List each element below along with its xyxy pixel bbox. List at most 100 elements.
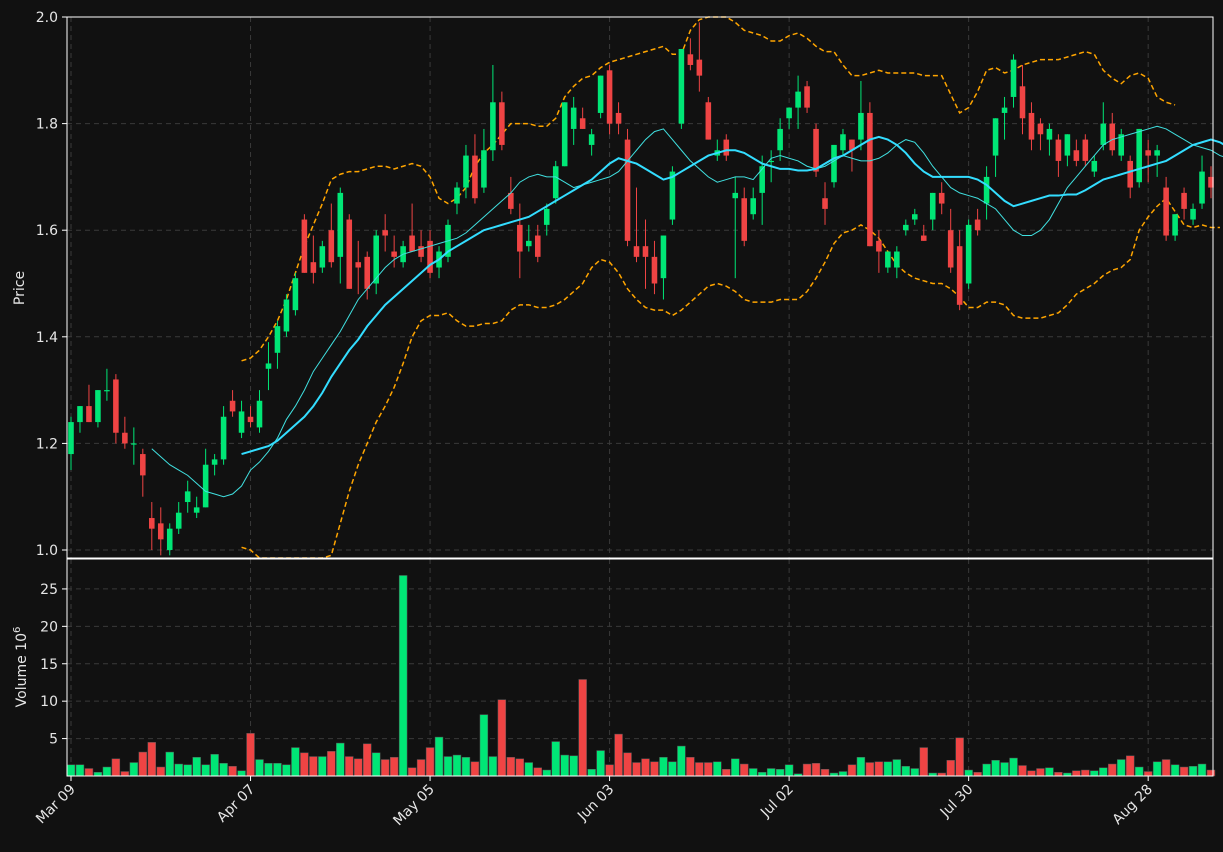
volume-bar xyxy=(398,575,408,777)
candle-body xyxy=(911,214,918,220)
volume-bar xyxy=(407,767,417,777)
candle-body xyxy=(920,235,927,241)
volume-bar xyxy=(605,764,614,777)
volume-tick-label: 5 xyxy=(49,732,58,748)
candle-body xyxy=(149,518,155,529)
moving-average-short-line xyxy=(151,125,1223,498)
volume-bar xyxy=(641,758,650,777)
candle-body xyxy=(104,390,110,392)
candle-body xyxy=(364,256,371,289)
volume-bar xyxy=(1152,761,1162,777)
volume-bar xyxy=(731,758,740,777)
candle-body xyxy=(346,219,353,289)
volume-axis-label-text: Volume xyxy=(14,655,30,707)
volume-bar xyxy=(1099,767,1108,777)
price-tick-label: 1.8 xyxy=(36,117,58,133)
candle-body xyxy=(131,443,137,445)
candle-body xyxy=(1109,123,1116,151)
volume-bar xyxy=(66,764,76,777)
volume-bar xyxy=(874,761,884,777)
price-tick-label: 1.0 xyxy=(36,543,58,559)
candle-body xyxy=(687,54,694,65)
volume-bar xyxy=(300,752,309,777)
candle-body xyxy=(427,240,433,273)
volume-bar xyxy=(165,751,174,777)
candle-body xyxy=(86,406,92,423)
volume-bar xyxy=(273,763,282,777)
candle-body xyxy=(1055,139,1062,161)
volume-tick-label: 20 xyxy=(40,619,58,635)
volume-axis-exponent-base: 10 xyxy=(14,633,30,651)
volume-bar xyxy=(237,770,246,777)
volume-bar xyxy=(704,762,713,777)
volume-bar xyxy=(1000,762,1009,777)
candle-body xyxy=(741,198,748,241)
candle-body xyxy=(606,70,613,124)
volume-bar xyxy=(255,759,264,777)
volume-bar xyxy=(883,761,893,777)
volume-bar xyxy=(309,756,318,777)
candle-body xyxy=(938,192,945,204)
volume-axis-exponent-power: 6 xyxy=(12,627,23,633)
volume-bar xyxy=(434,736,444,777)
price-tick-label: 2.0 xyxy=(36,10,58,26)
candle-body xyxy=(1199,171,1205,204)
price-axis-label: Price xyxy=(12,271,28,305)
candle-body xyxy=(238,411,245,433)
volume-bar xyxy=(174,763,183,777)
candle-body xyxy=(732,192,739,199)
candle-body xyxy=(705,102,712,140)
volume-bar xyxy=(802,763,812,777)
volume-bar xyxy=(919,747,928,777)
volume-bar xyxy=(84,768,94,777)
volume-bar xyxy=(363,743,372,777)
candle-body xyxy=(1100,123,1107,145)
volume-bar xyxy=(722,769,731,777)
candle-body xyxy=(1082,139,1089,161)
volume-bar xyxy=(982,763,991,777)
price-tick-label: 1.2 xyxy=(36,436,58,452)
volume-grid xyxy=(67,559,1213,776)
volume-bar xyxy=(757,772,767,777)
candle-body xyxy=(795,91,801,108)
volume-bar xyxy=(677,745,686,777)
volume-tick-label: 25 xyxy=(40,582,58,598)
volume-bar xyxy=(1009,757,1018,777)
candle-body xyxy=(175,512,182,529)
volume-bar xyxy=(1126,755,1135,777)
volume-bar xyxy=(219,763,228,777)
candle-body xyxy=(651,256,658,284)
candle-body xyxy=(463,155,469,188)
volume-bar xyxy=(1143,771,1153,777)
volume-bar xyxy=(93,772,103,777)
candle-body xyxy=(534,235,541,257)
volume-bar xyxy=(1134,766,1144,777)
candle-body xyxy=(1190,208,1196,220)
candle-body xyxy=(418,246,424,257)
volume-bar xyxy=(380,759,390,777)
candle-body xyxy=(813,128,819,172)
volume-bar xyxy=(1027,770,1036,777)
volume-bar xyxy=(865,762,875,777)
volume-bar xyxy=(910,768,919,777)
candle-body xyxy=(876,240,882,252)
candle-body xyxy=(220,416,227,460)
volume-bar xyxy=(1018,765,1027,777)
volume-bar xyxy=(749,768,758,777)
candle-body xyxy=(490,102,496,151)
volume-bar xyxy=(1206,769,1216,777)
volume-bar xyxy=(201,764,210,777)
candle-body xyxy=(1010,59,1017,97)
candle-body xyxy=(1181,192,1187,209)
candle-body xyxy=(157,523,164,540)
candle-body xyxy=(678,48,685,124)
candle-body xyxy=(561,102,568,167)
candle-body xyxy=(355,262,362,268)
candle-body xyxy=(265,363,272,369)
volume-bar xyxy=(425,747,435,777)
candle-body xyxy=(517,224,523,252)
volume-bar xyxy=(964,769,973,777)
candle-body xyxy=(140,454,146,476)
candle-body xyxy=(193,507,200,513)
candle-body xyxy=(292,278,299,311)
